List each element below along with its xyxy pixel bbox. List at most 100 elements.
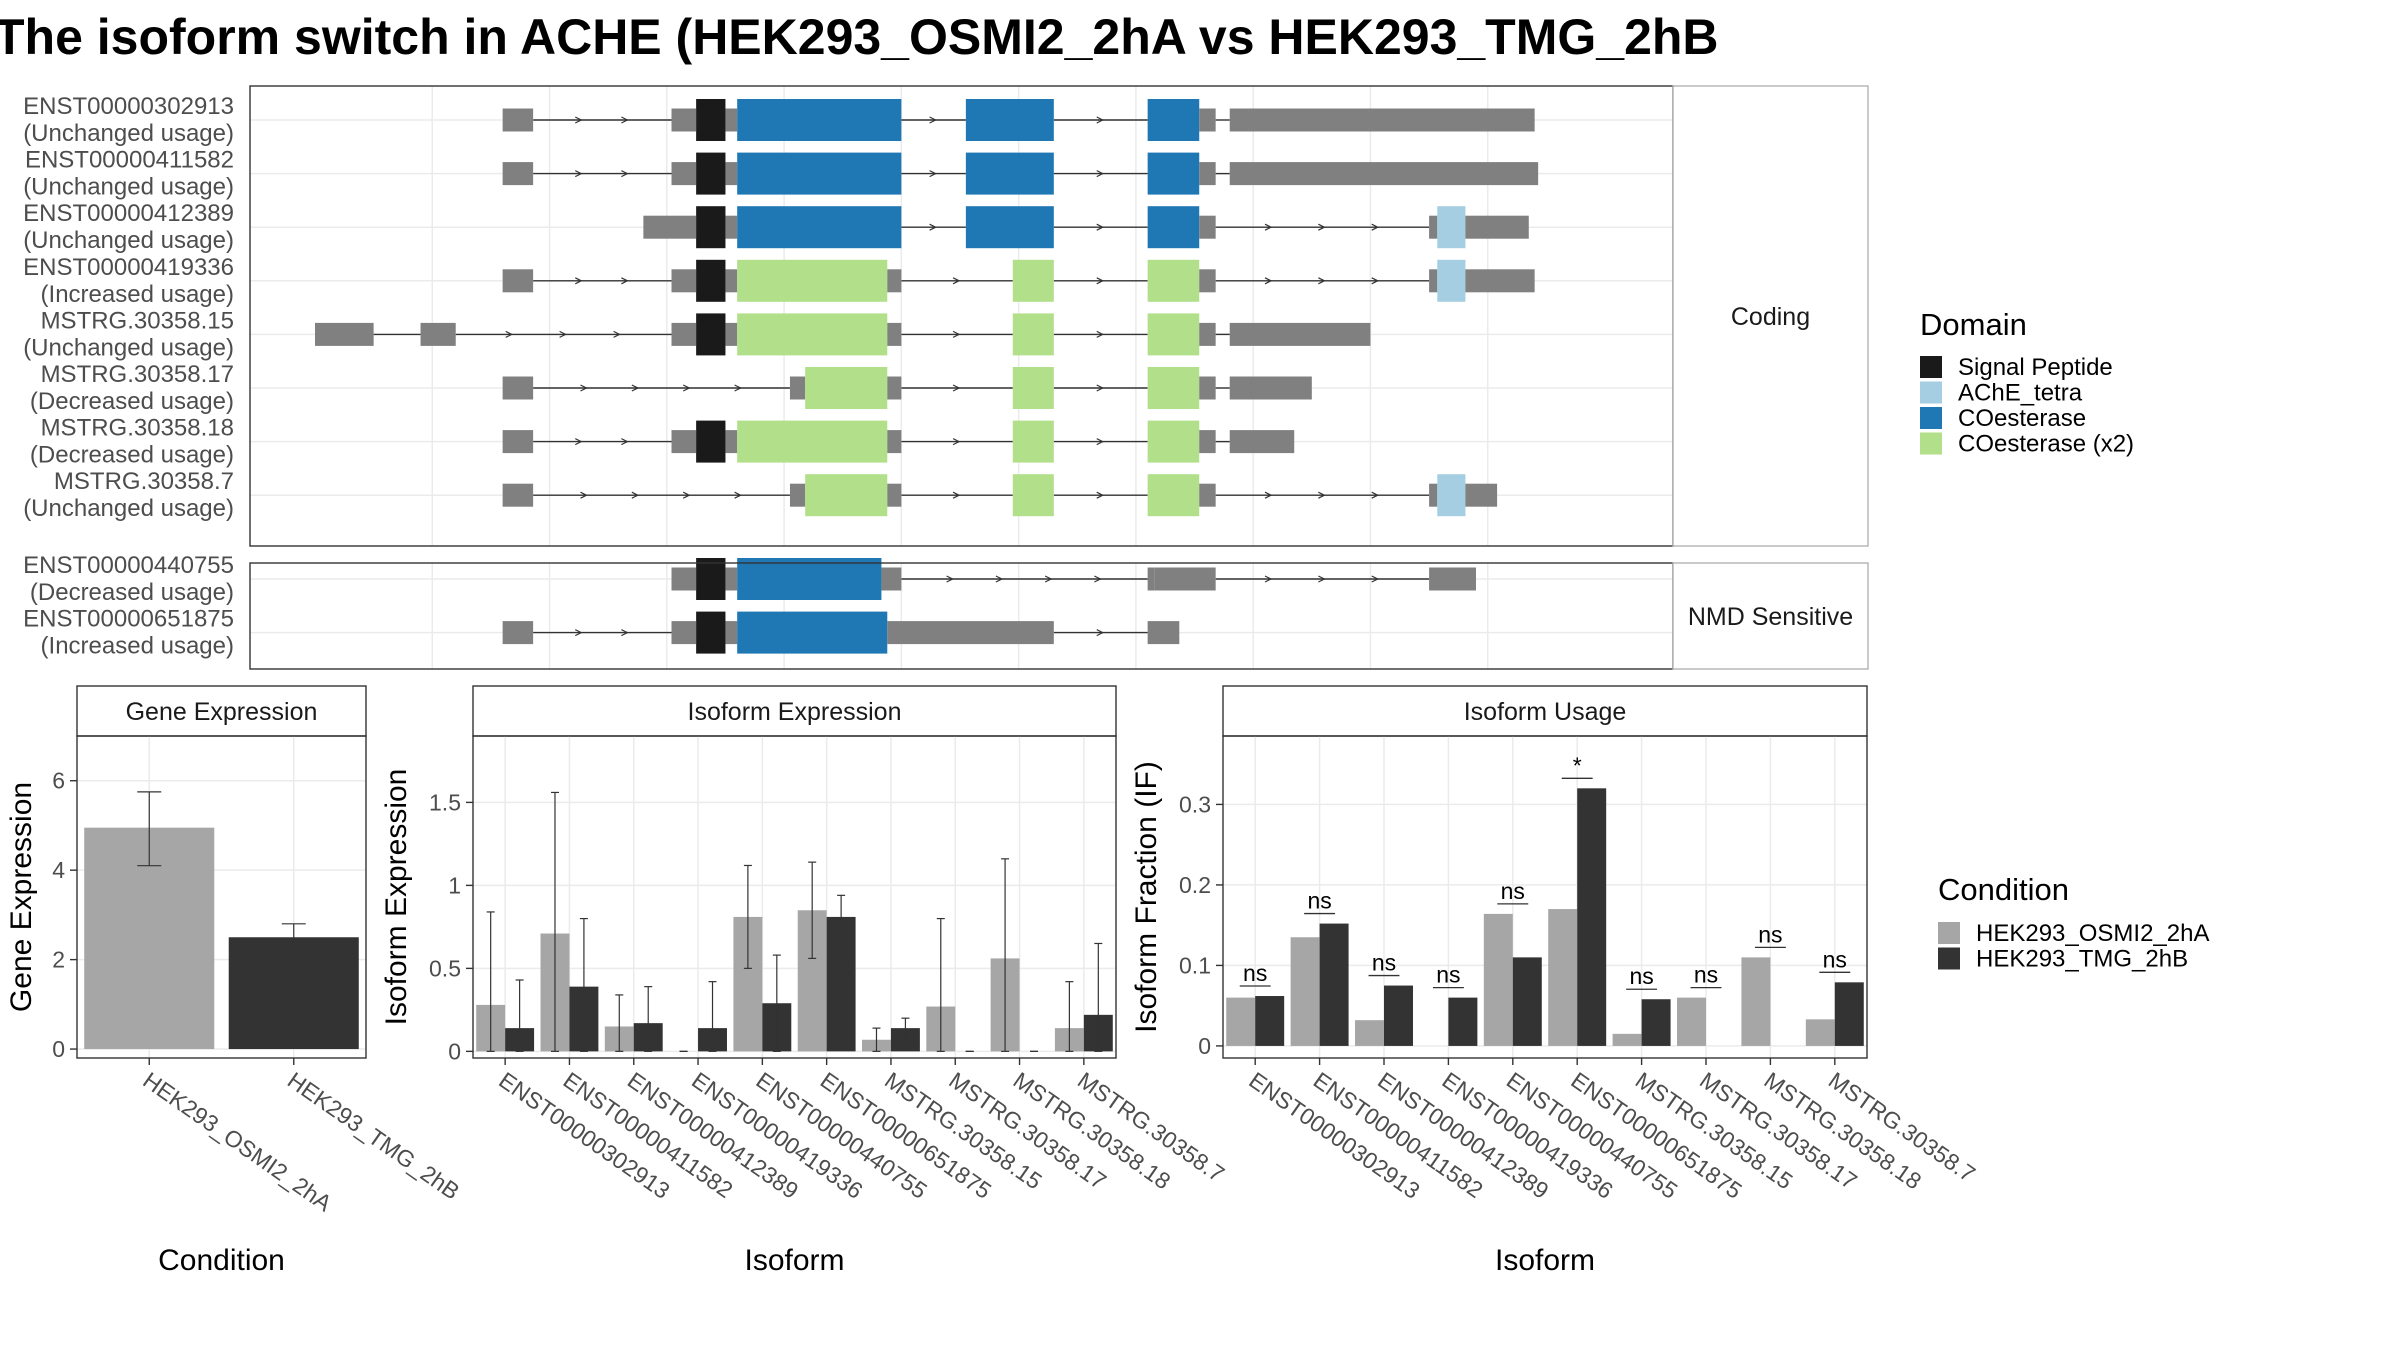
- panel-strip: [76, 685, 367, 737]
- transcript-id-label: ENST00000440755: [23, 552, 234, 579]
- intron-arrow: [1096, 170, 1105, 178]
- transcript-usage-label: (Increased usage): [41, 633, 234, 660]
- bar: [228, 937, 359, 1050]
- exon-utr: [1229, 162, 1539, 186]
- transcript-id-label: ENST00000302913: [23, 93, 234, 120]
- intron-arrow: [1264, 491, 1273, 499]
- bar: [1641, 999, 1671, 1046]
- legend-swatch: [1920, 381, 1942, 404]
- transcript-usage-label: (Unchanged usage): [23, 120, 234, 147]
- intron-arrow: [1096, 629, 1105, 637]
- transcript-id-label: ENST00000411582: [25, 147, 234, 174]
- domain-exon: [1147, 99, 1200, 141]
- exon-utr: [502, 108, 534, 132]
- intron-arrow: [1044, 575, 1053, 583]
- intron-arrow: [621, 629, 629, 637]
- significance-label: ns: [1243, 960, 1267, 986]
- exon-utr: [502, 621, 534, 645]
- exon-utr: [1229, 322, 1371, 346]
- transcript-usage-label: (Decreased usage): [30, 388, 234, 415]
- legend-swatch: [1920, 432, 1942, 455]
- x-axis-label: Isoform: [1495, 1244, 1595, 1277]
- exon-utr: [725, 621, 738, 645]
- transcript-usage-label: (Decreased usage): [30, 579, 234, 606]
- intron-arrow: [1371, 277, 1380, 285]
- exon-utr: [887, 269, 902, 293]
- intron-arrow: [505, 330, 514, 338]
- domain-exon: [696, 259, 726, 302]
- intron-arrow: [580, 491, 588, 499]
- exon-utr: [671, 567, 697, 591]
- domain-exon: [737, 558, 882, 600]
- intron-arrow: [929, 170, 937, 178]
- intron-arrow: [1318, 575, 1326, 583]
- bar: [1290, 937, 1320, 1046]
- transcript-usage-label: (Decreased usage): [30, 442, 234, 469]
- legend-label: COesterase (x2): [1958, 431, 2134, 458]
- exon-utr: [789, 483, 806, 507]
- intron-arrow: [682, 384, 691, 392]
- intron-arrow: [580, 384, 588, 392]
- domain-exon: [1147, 420, 1200, 463]
- exon-utr: [671, 322, 697, 346]
- domain-exon: [696, 313, 726, 356]
- intron-arrow: [574, 277, 583, 285]
- intron-arrow: [952, 277, 961, 285]
- panel-border: [76, 735, 367, 1059]
- y-tick-label: 2: [52, 947, 65, 973]
- exon-utr: [502, 483, 534, 507]
- y-tick-label: 1.5: [429, 789, 461, 815]
- domain-exon: [737, 152, 902, 195]
- transcript-usage-label: (Unchanged usage): [23, 227, 234, 254]
- domain-exon: [1012, 420, 1054, 463]
- intron-arrow: [1264, 223, 1273, 231]
- intron-arrow: [631, 491, 640, 499]
- significance-label: ns: [1629, 963, 1653, 989]
- intron-arrow: [1094, 575, 1102, 583]
- exon-utr: [1465, 215, 1529, 239]
- panel-border: [472, 735, 1117, 1059]
- intron-arrow: [929, 223, 937, 231]
- intron-arrow: [574, 116, 583, 124]
- significance-label: ns: [1758, 921, 1782, 947]
- exon-utr: [502, 376, 534, 400]
- legend-title: Domain: [1920, 307, 2027, 342]
- intron-arrow: [631, 384, 640, 392]
- domain-exon: [737, 99, 902, 141]
- intron-arrow: [559, 330, 567, 338]
- legend-swatch: [1938, 947, 1960, 970]
- intron-arrow: [1096, 330, 1105, 338]
- legend-swatch: [1938, 922, 1960, 944]
- exon-utr: [1199, 108, 1216, 132]
- bar: [1448, 997, 1478, 1046]
- domain-exon: [696, 420, 726, 463]
- bar: [1677, 997, 1706, 1046]
- exon-utr: [1147, 567, 1155, 591]
- exon-utr: [1199, 269, 1216, 293]
- isoform-expression-panel: Isoform Expression00.511.5ENST0000030291…: [380, 685, 1229, 1277]
- intron-arrow: [734, 491, 742, 499]
- transcript-usage-label: (Increased usage): [41, 281, 234, 308]
- exon-utr: [789, 376, 806, 400]
- facet-strip-label: NMD Sensitive: [1688, 603, 1853, 631]
- legend-label: Signal Peptide: [1958, 354, 2113, 381]
- significance-label: ns: [1501, 878, 1525, 904]
- y-tick-label: 1: [448, 872, 461, 898]
- intron-arrow: [1264, 277, 1273, 285]
- bar: [1548, 909, 1578, 1046]
- domain-exon: [1437, 259, 1466, 302]
- domain-exon: [1437, 206, 1466, 249]
- domain-exon: [737, 206, 902, 249]
- intron-arrow: [734, 384, 742, 392]
- domain-exon: [965, 206, 1054, 249]
- domain-exon: [1012, 474, 1054, 517]
- exon-utr: [1465, 483, 1498, 507]
- y-tick-label: 0.3: [1179, 791, 1211, 817]
- transcript-id-label: MSTRG.30358.7: [54, 468, 234, 495]
- domain-exon: [1147, 313, 1200, 356]
- intron-arrow: [682, 491, 691, 499]
- intron-arrow: [1096, 491, 1105, 499]
- exon-utr: [1199, 162, 1216, 186]
- exon-utr: [1199, 215, 1216, 239]
- intron-arrow: [952, 491, 961, 499]
